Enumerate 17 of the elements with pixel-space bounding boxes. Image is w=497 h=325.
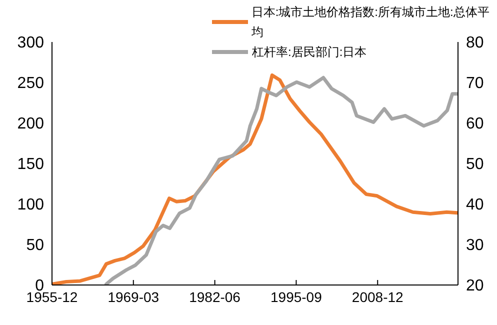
y-tick-label: 250 — [17, 75, 44, 92]
y2-tick-label: 40 — [466, 196, 484, 214]
x-tick-label: 1982-06 — [189, 288, 241, 305]
y-tick-label: 50 — [26, 237, 44, 254]
legend-label: 杠杆率:居民部门:日本 — [252, 44, 367, 61]
x-tick-label: 1995-09 — [270, 288, 322, 305]
y-tick-label: 100 — [17, 196, 44, 214]
y-tick-label: 150 — [17, 156, 44, 174]
y2-tick-label: 30 — [466, 237, 484, 254]
y-tick-label: 300 — [17, 34, 44, 52]
y2-tick-label: 50 — [466, 156, 484, 174]
x-tick-label: 2008-12 — [352, 288, 404, 305]
y2-tick-label: 20 — [466, 278, 484, 295]
y2-tick-label: 70 — [466, 75, 484, 92]
y2-tick-label: 60 — [466, 116, 484, 133]
y-tick-label: 200 — [17, 116, 44, 133]
x-tick-label: 1969-03 — [108, 288, 160, 305]
